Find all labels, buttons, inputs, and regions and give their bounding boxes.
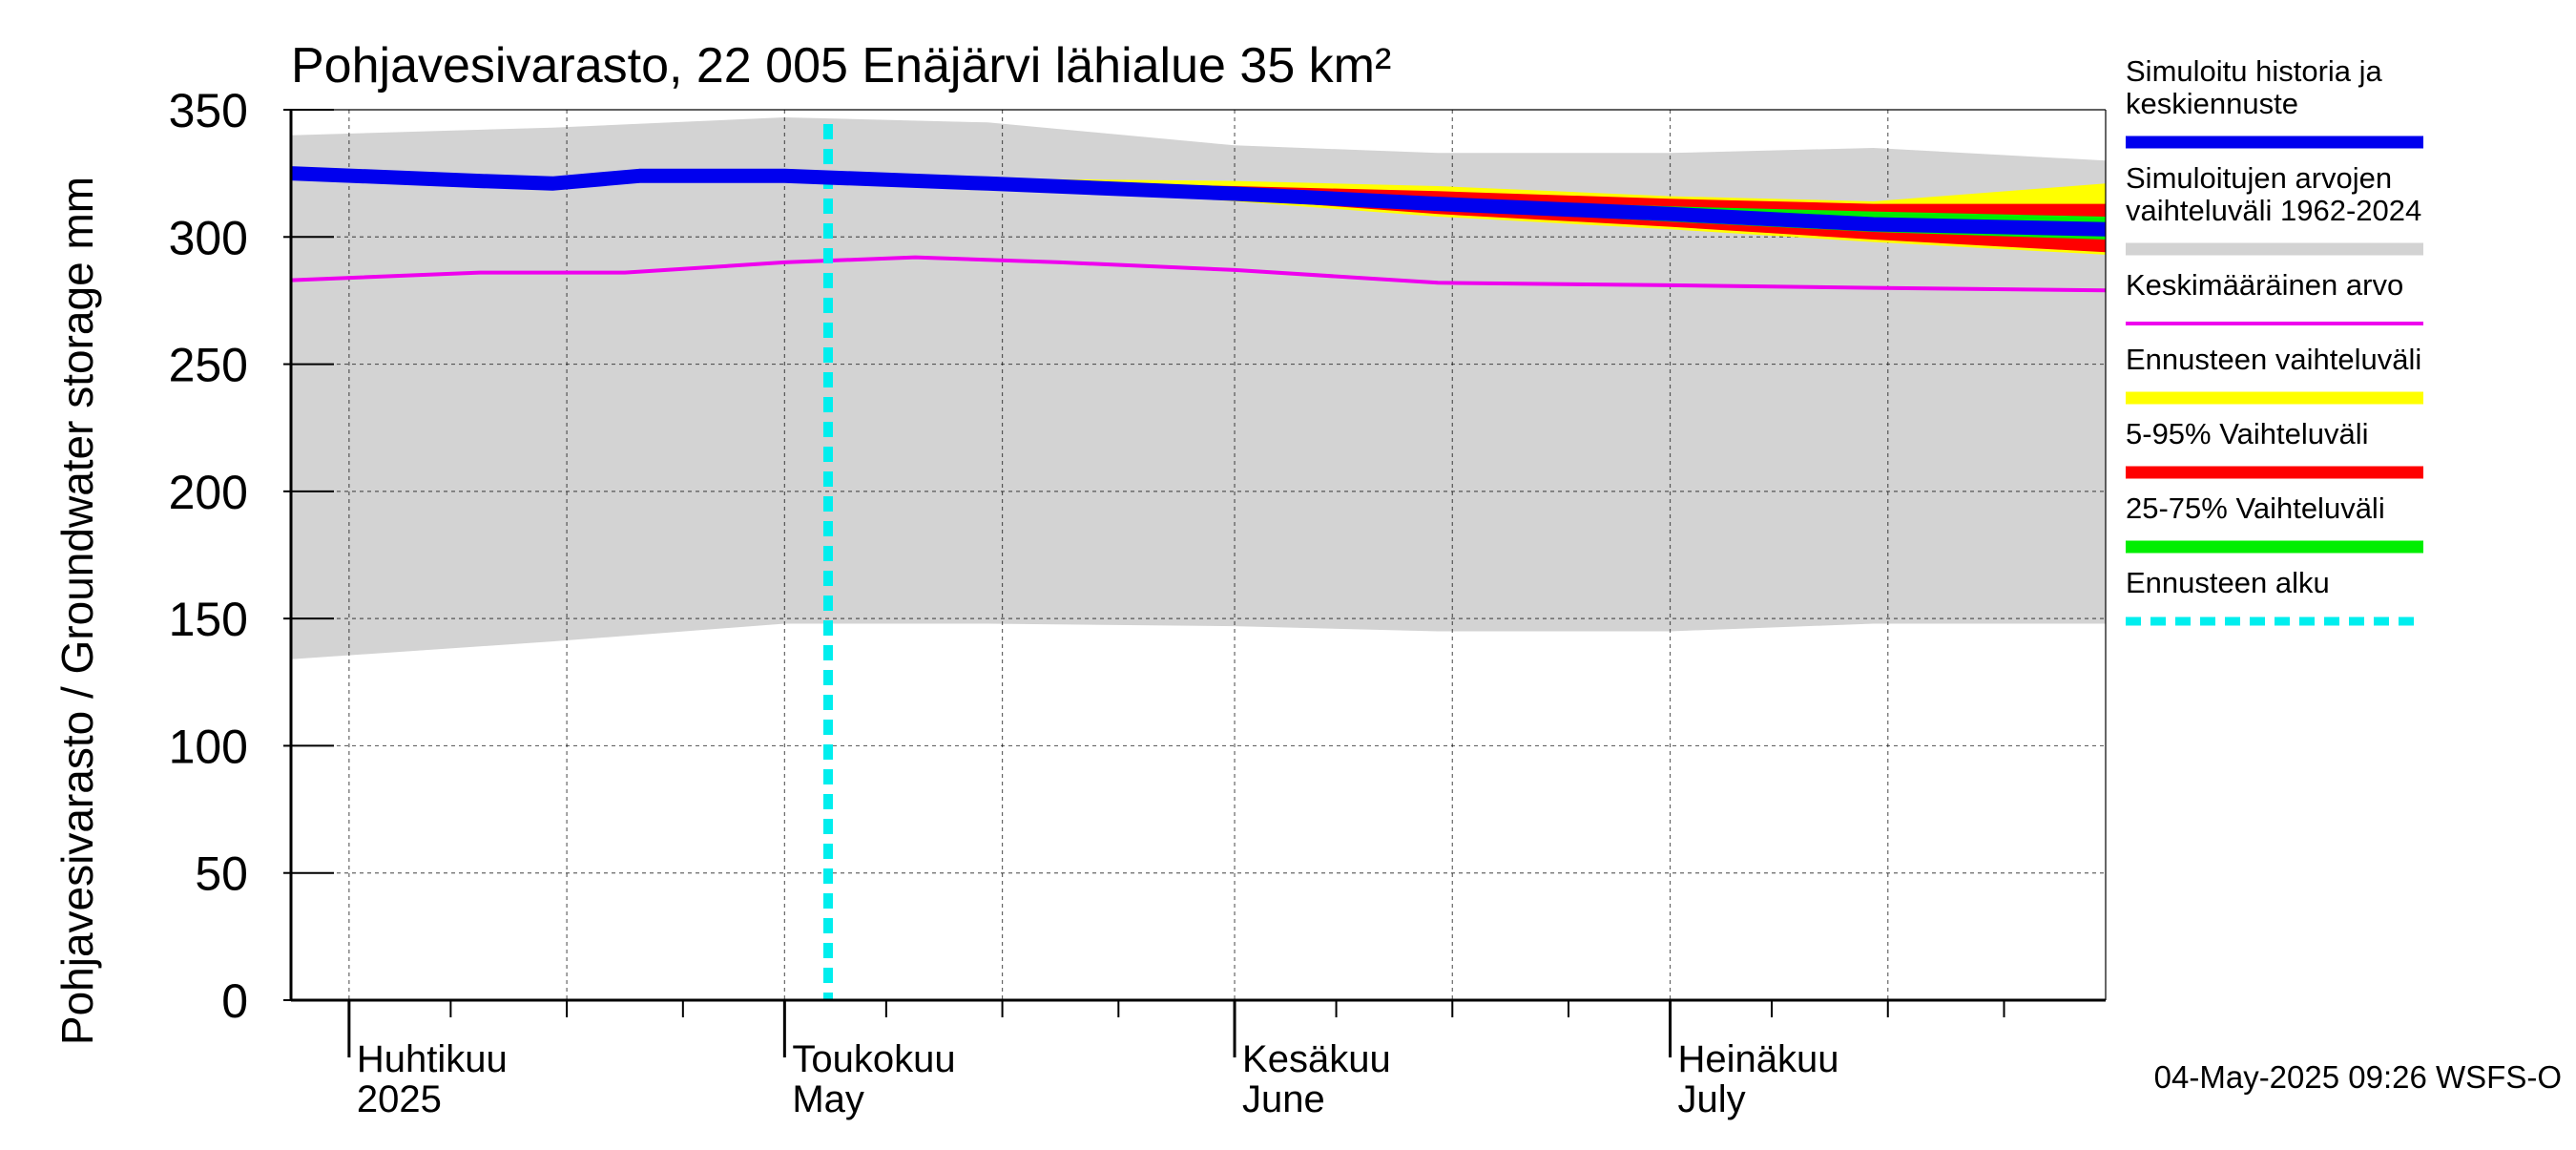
y-tick-label: 250	[169, 339, 248, 392]
legend-label: keskiennuste	[2126, 87, 2298, 120]
legend-label: Ennusteen alku	[2126, 566, 2330, 599]
chart-title: Pohjavesivarasto, 22 005 Enäjärvi lähial…	[291, 38, 1391, 94]
legend-label: 5-95% Vaihteluväli	[2126, 417, 2368, 450]
x-month-label: Toukokuu	[792, 1038, 955, 1080]
legend-label: vaihteluväli 1962-2024	[2126, 194, 2421, 227]
simulated-history-line	[290, 166, 2107, 237]
x-month-sublabel: 2025	[357, 1078, 442, 1120]
x-month-label: Huhtikuu	[357, 1038, 508, 1080]
y-tick-label: 200	[169, 466, 248, 519]
legend-label: Keskimääräinen arvo	[2126, 268, 2403, 302]
legend-label: 25-75% Vaihteluväli	[2126, 491, 2385, 525]
y-tick-label: 50	[195, 847, 248, 901]
legend-label: Simuloitujen arvojen	[2126, 161, 2392, 195]
y-axis-label: Pohjavesivarasto / Groundwater storage m…	[52, 177, 102, 1045]
p5-p95-band	[828, 176, 2106, 253]
legend-label: Ennusteen vaihteluväli	[2126, 343, 2421, 376]
historical-range-band	[291, 117, 2106, 659]
y-tick-label: 100	[169, 720, 248, 773]
y-tick-label: 300	[169, 211, 248, 264]
mean-value-line	[290, 255, 2107, 293]
y-tick-label: 350	[169, 84, 248, 137]
legend-label: Simuloitu historia ja	[2126, 54, 2383, 88]
y-tick-label: 0	[221, 974, 248, 1028]
x-month-sublabel: June	[1242, 1078, 1325, 1120]
x-month-label: Heinäkuu	[1678, 1038, 1839, 1080]
x-month-sublabel: May	[792, 1078, 864, 1120]
x-month-sublabel: July	[1678, 1078, 1746, 1120]
x-month-label: Kesäkuu	[1242, 1038, 1391, 1080]
timestamp-label: 04-May-2025 09:26 WSFS-O	[2154, 1059, 2562, 1095]
y-tick-label: 150	[169, 593, 248, 646]
